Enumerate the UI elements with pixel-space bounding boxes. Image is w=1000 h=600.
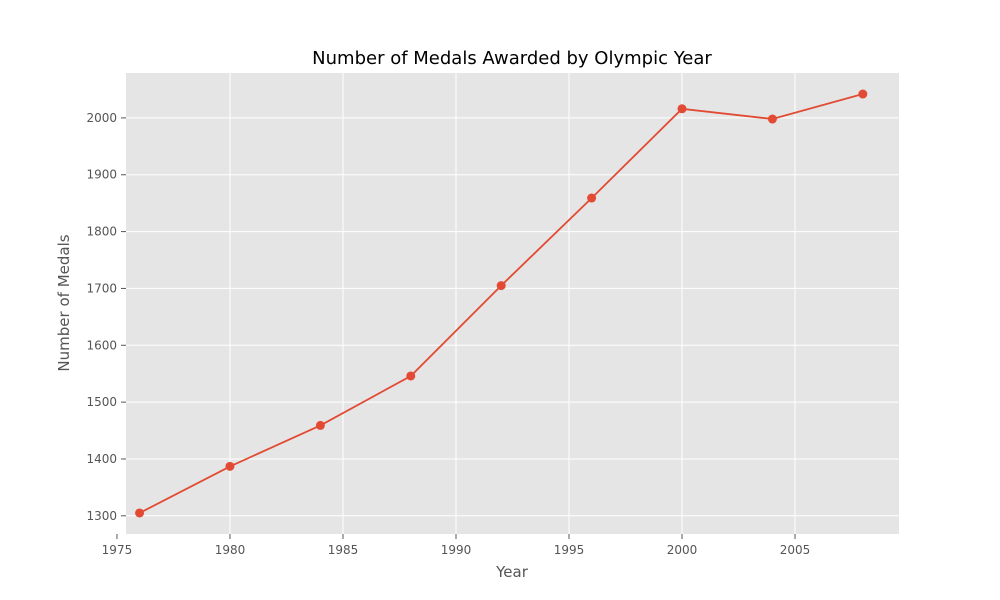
data-point — [767, 114, 777, 124]
y-tick-label: 1600 — [86, 338, 117, 352]
data-point — [315, 420, 325, 430]
x-tick-label: 2005 — [780, 543, 811, 557]
data-point — [135, 508, 145, 518]
data-point — [496, 281, 506, 291]
y-tick-label: 1400 — [86, 452, 117, 466]
y-tick-label: 2000 — [86, 111, 117, 125]
data-point — [587, 193, 597, 203]
y-tick-label: 1900 — [86, 168, 117, 182]
y-tick-label: 1500 — [86, 395, 117, 409]
x-tick-label: 1985 — [328, 543, 359, 557]
data-point — [406, 371, 416, 381]
x-axis-ticks: 1975 1980 1985 1990 1995 2000 2005 — [102, 534, 811, 557]
chart-title: Number of Medals Awarded by Olympic Year — [312, 48, 712, 69]
y-axis-label: Number of Medals — [55, 234, 73, 371]
x-axis-label: Year — [495, 563, 529, 581]
grid-lines — [116, 73, 899, 534]
plot-area — [126, 73, 899, 534]
y-axis-ticks: 1300 1400 1500 1600 1700 1800 1900 2000 — [86, 111, 126, 523]
x-tick-label: 1990 — [441, 543, 472, 557]
data-point — [858, 89, 868, 99]
data-point — [677, 104, 687, 114]
x-tick-label: 1995 — [554, 543, 585, 557]
data-point — [225, 461, 235, 471]
series-group — [135, 89, 868, 518]
y-tick-label: 1800 — [86, 225, 117, 239]
x-tick-label: 1975 — [102, 543, 133, 557]
y-tick-label: 1300 — [86, 509, 117, 523]
y-tick-label: 1700 — [86, 281, 117, 295]
x-tick-label: 1980 — [215, 543, 246, 557]
x-tick-label: 2000 — [667, 543, 698, 557]
